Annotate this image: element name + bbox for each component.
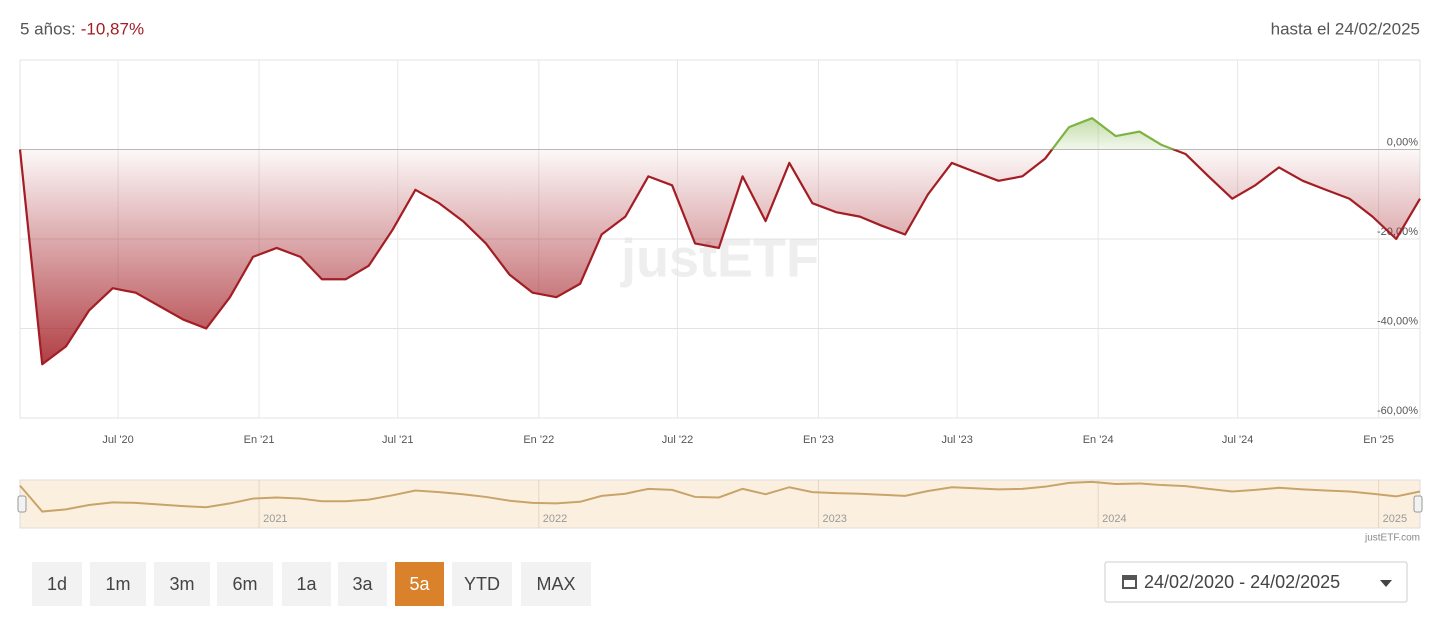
range-button[interactable] bbox=[90, 562, 146, 606]
caret bbox=[1380, 580, 1392, 587]
navigator-tick-label: 2025 bbox=[1383, 513, 1407, 525]
credit: justETF.com bbox=[1364, 533, 1420, 544]
x-tick-label: Jul '21 bbox=[382, 434, 413, 446]
x-tick-label: Jul '23 bbox=[941, 434, 972, 446]
range-button[interactable] bbox=[282, 562, 331, 606]
line bbox=[18, 117, 1421, 366]
range-button[interactable] bbox=[217, 562, 273, 606]
range-button[interactable] bbox=[154, 562, 210, 606]
range-button-label: MAX bbox=[536, 574, 575, 594]
range-button-label: 1a bbox=[296, 574, 317, 594]
range-button-label: 3m bbox=[169, 574, 194, 594]
navigator-line bbox=[19, 480, 1421, 513]
range-button-label: 1d bbox=[47, 574, 67, 594]
as-of-date: hasta el 24/02/2025 bbox=[1271, 19, 1420, 38]
navigator-handle[interactable] bbox=[17, 495, 27, 513]
range-button[interactable] bbox=[395, 562, 444, 606]
period-return: -10,87% bbox=[81, 19, 144, 38]
x-tick-label: Jul '22 bbox=[662, 434, 693, 446]
period-label: 5 años: bbox=[20, 19, 76, 38]
x-tick-label: En '21 bbox=[244, 434, 275, 446]
y-tick-label: -40,00% bbox=[1377, 315, 1418, 327]
range-button[interactable] bbox=[32, 562, 82, 606]
x-tick-label: En '23 bbox=[803, 434, 834, 446]
range-button-label: 6m bbox=[232, 574, 257, 594]
x-tick-label: En '22 bbox=[523, 434, 554, 446]
range-button-label: 5a bbox=[409, 574, 430, 594]
y-tick-label: -60,00% bbox=[1377, 405, 1418, 417]
range-button-label: 3a bbox=[352, 574, 373, 594]
x-tick-label: Jul '20 bbox=[102, 434, 133, 446]
navigator-tick-label: 2021 bbox=[263, 513, 287, 525]
date-range-picker[interactable] bbox=[1104, 561, 1408, 603]
range-button-label: YTD bbox=[464, 574, 500, 594]
x-tick-label: Jul '24 bbox=[1222, 434, 1253, 446]
x-tick-label: En '24 bbox=[1083, 434, 1114, 446]
date-range-text: 24/02/2020 - 24/02/2025 bbox=[1144, 572, 1340, 592]
calendar-icon bbox=[1122, 575, 1137, 589]
x-tick-label: En '25 bbox=[1363, 434, 1394, 446]
navigator-handle[interactable] bbox=[1413, 495, 1423, 513]
range-button[interactable] bbox=[338, 562, 387, 606]
y-tick-label: 0,00% bbox=[1387, 136, 1418, 148]
range-button-label: 1m bbox=[105, 574, 130, 594]
navigator-tick-label: 2022 bbox=[543, 513, 567, 525]
navigator-tick-label: 2023 bbox=[822, 513, 846, 525]
range-button[interactable] bbox=[452, 562, 512, 606]
range-button[interactable] bbox=[521, 562, 591, 606]
navigator-background bbox=[19, 479, 1421, 529]
navigator-tick-label: 2024 bbox=[1102, 513, 1126, 525]
